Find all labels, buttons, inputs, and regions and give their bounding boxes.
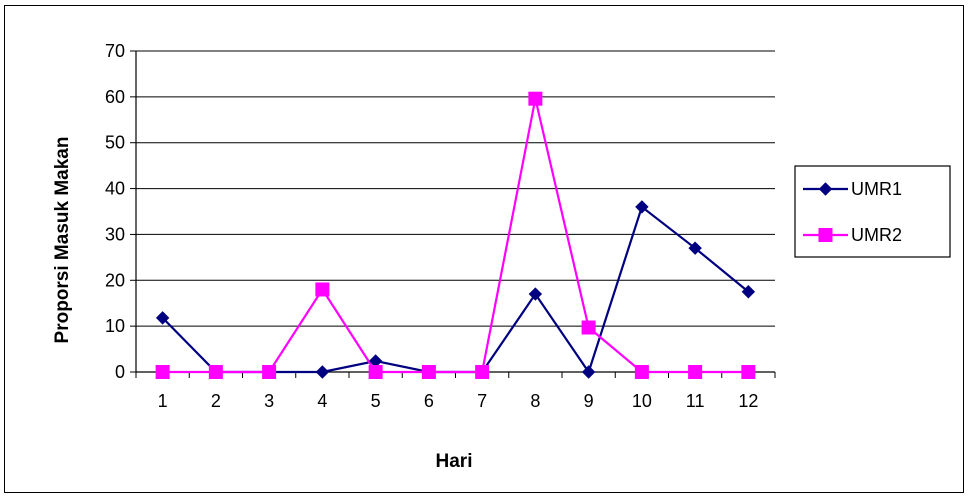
data-point-umr1: [635, 200, 649, 214]
x-tick-label: 12: [738, 391, 758, 411]
x-tick-label: 6: [424, 391, 434, 411]
data-point-umr2: [581, 320, 596, 335]
legend: UMR1 UMR2: [794, 165, 951, 258]
data-point-umr1: [528, 287, 543, 301]
x-tick-label: 2: [211, 391, 221, 411]
y-tick-label: 10: [105, 316, 125, 336]
data-point-umr2: [262, 365, 277, 379]
y-tick-label: 60: [105, 87, 125, 107]
y-tick-label: 50: [105, 133, 125, 153]
data-point-umr2: [688, 365, 703, 379]
legend-marker-umr2: [818, 228, 833, 242]
data-point-umr2: [634, 365, 649, 379]
x-tick-label: 8: [530, 391, 540, 411]
x-tick-label: 9: [584, 391, 594, 411]
x-tick-label: 10: [632, 391, 652, 411]
legend-marker-umr1: [818, 182, 833, 196]
data-point-umr2: [315, 282, 330, 297]
legend-label-umr2: UMR2: [851, 225, 902, 245]
data-point-umr1: [688, 241, 702, 255]
data-point-umr1: [581, 365, 596, 379]
data-point-umr2: [368, 365, 383, 379]
x-tick-labels: 1 2 3 4 5 6 7 8 9 10 11 12: [158, 391, 759, 411]
y-tick-label: 70: [105, 41, 125, 61]
x-tick-label: 7: [477, 391, 487, 411]
x-tick-label: 5: [371, 391, 381, 411]
series-markers: [155, 91, 756, 379]
y-tick-label: 40: [105, 179, 125, 199]
data-point-umr2: [475, 365, 490, 379]
x-axis-title: Hari: [436, 451, 473, 472]
x-tick-label: 1: [158, 391, 168, 411]
data-point-umr2: [528, 91, 543, 106]
gridlines: [136, 50, 775, 327]
data-point-umr2: [155, 365, 170, 379]
series-line-umr2: [162, 98, 749, 374]
data-point-umr1: [155, 311, 170, 325]
x-tick-label: 11: [686, 391, 705, 411]
x-tick-label: 4: [317, 391, 327, 411]
y-axis-title: Proporsi Masuk Makan: [52, 137, 73, 344]
data-point-umr1: [741, 285, 756, 299]
series-line-umr1: [161, 205, 750, 375]
data-point-umr1: [315, 365, 330, 379]
y-tick-label: 20: [105, 270, 125, 290]
y-tick-labels: 0 10 20 30 40 50 60 70: [105, 41, 125, 382]
x-tick-label: 3: [264, 391, 274, 411]
series-lines: [161, 98, 750, 375]
axes: [130, 50, 776, 378]
y-tick-label: 30: [105, 224, 125, 244]
legend-label-umr1: UMR1: [851, 179, 902, 199]
data-point-umr2: [421, 365, 436, 379]
y-tick-label: 0: [115, 362, 125, 382]
data-point-umr2: [208, 365, 223, 379]
data-point-umr2: [741, 365, 756, 379]
